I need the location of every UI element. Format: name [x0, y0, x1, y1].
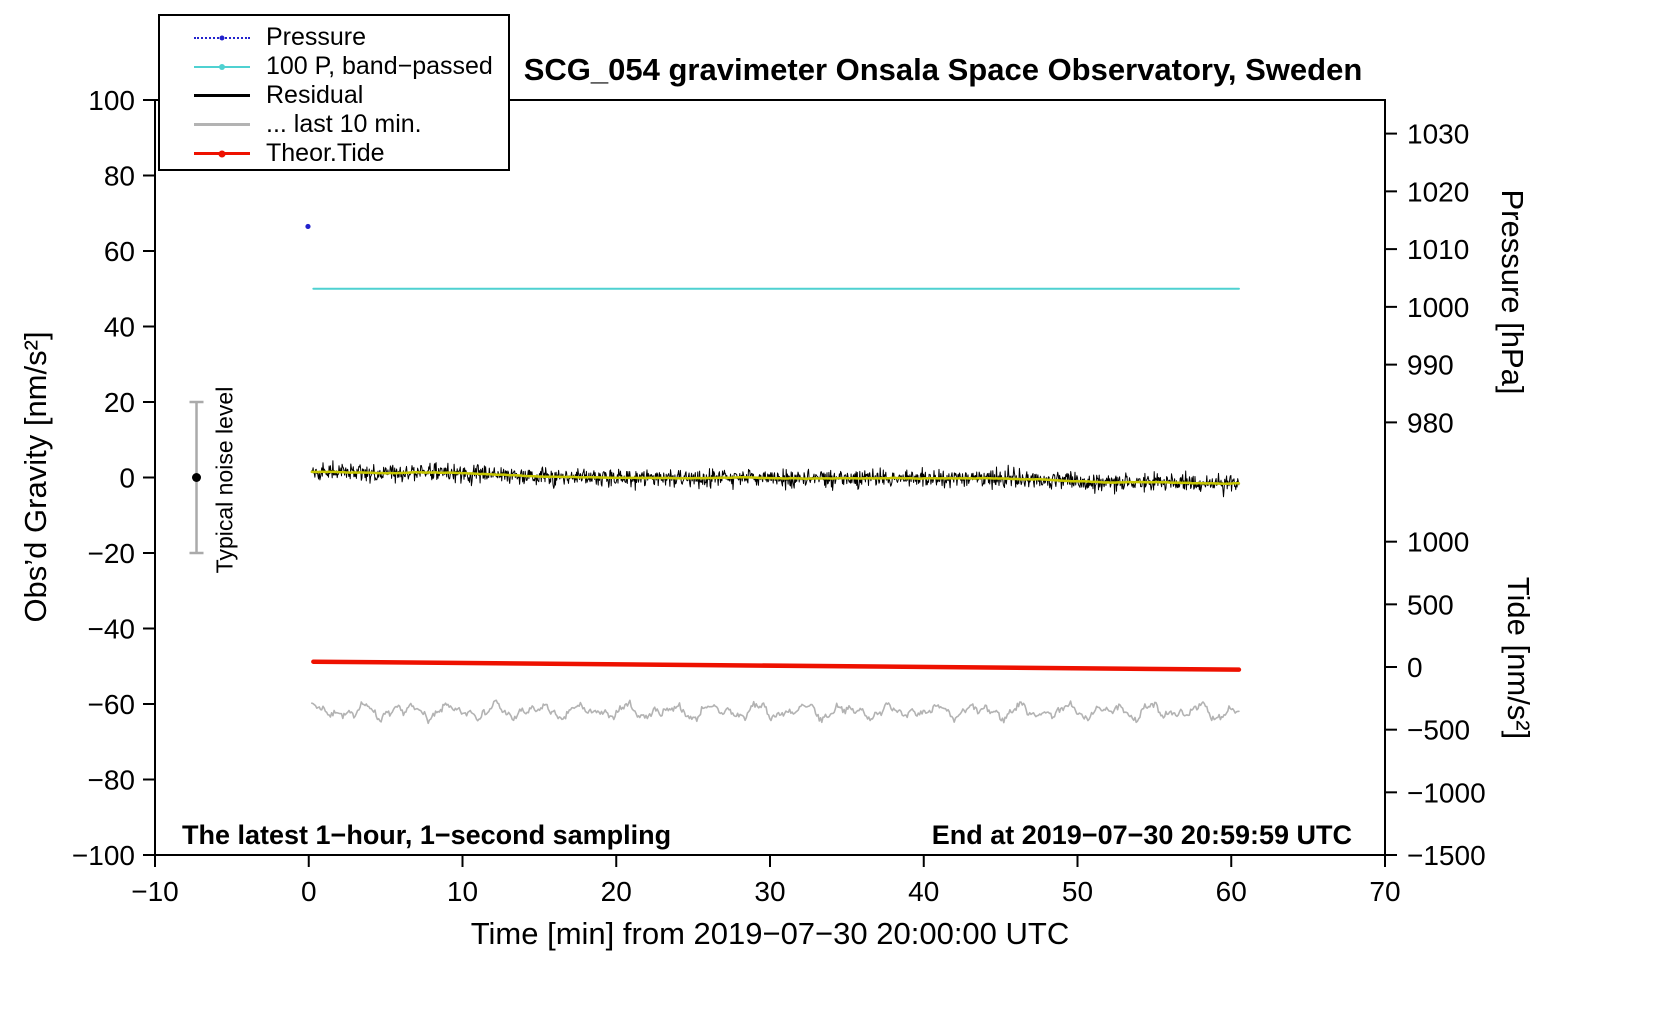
series-theor-tide [311, 659, 1242, 672]
time-tick-label: 30 [754, 876, 785, 907]
gravity-tick-label: 40 [104, 312, 135, 343]
gravity-tick-label: −20 [88, 538, 136, 569]
right-axis-tick-label: −500 [1407, 715, 1470, 746]
legend-label-theor-tide: Theor.Tide [266, 139, 385, 167]
series-pressure-point [305, 223, 311, 230]
gravity-tick-label: 60 [104, 236, 135, 267]
pressure-series-icon [194, 31, 250, 45]
page-title: SCG_054 gravimeter Onsala Space Observat… [523, 52, 1363, 87]
series-layer [305, 223, 1242, 725]
right-axis-tick-label: −1000 [1407, 777, 1486, 808]
bandpassed-series-icon [194, 60, 250, 74]
legend-label-last10: ... last 10 min. [266, 110, 422, 138]
x-axis-label: Time [min] from 2019−07−30 20:00:00 UTC [470, 916, 1070, 951]
time-tick-label: 40 [908, 876, 939, 907]
gravity-axis-label: Obs’d Gravity [nm/s²] [18, 331, 53, 623]
right-axis-tick-label: −1500 [1407, 840, 1486, 871]
sampling-note: The latest 1−hour, 1−second sampling [182, 820, 672, 850]
time-tick-label: 20 [601, 876, 632, 907]
right-axis-tick-label: 1010 [1407, 234, 1469, 265]
gravity-tick-label: −60 [88, 689, 136, 720]
right-axis-tick-label: 1030 [1407, 119, 1469, 150]
gravity-tick-label: 80 [104, 161, 135, 192]
legend-item-pressure: Pressure [194, 23, 508, 52]
right-axis-tick-label: 0 [1407, 652, 1423, 683]
series-residual [311, 460, 1240, 498]
right-axis-tick-label: 1000 [1407, 527, 1469, 558]
gravity-tick-label: −40 [88, 614, 136, 645]
time-tick-label: 70 [1369, 876, 1400, 907]
right-axis-tick-label: 500 [1407, 589, 1454, 620]
legend-label-pressure: Pressure [266, 23, 367, 51]
noise-level-label: Typical noise level [211, 386, 238, 574]
gravity-tick-label: 0 [119, 463, 135, 494]
legend-item-bandpassed: 100 P, band−passed [194, 52, 508, 81]
end-time-note: End at 2019−07−30 20:59:59 UTC [931, 820, 1352, 850]
gravity-tick-label: −80 [88, 765, 136, 796]
time-tick-label: 0 [301, 876, 317, 907]
residual-series-icon [194, 89, 250, 103]
time-tick-label: 50 [1062, 876, 1093, 907]
tide-axis-label: Tide [nm/s²] [1501, 576, 1536, 740]
time-tick-label: 60 [1216, 876, 1247, 907]
legend: Pressure 100 P, band−passed Residual ...… [158, 14, 510, 171]
legend-item-residual: Residual [194, 81, 508, 110]
right-axis-tick-label: 990 [1407, 350, 1454, 381]
right-axis-tick-label: 1000 [1407, 292, 1469, 323]
gravity-tick-label: −100 [72, 840, 135, 871]
pressure-axis-label: Pressure [hPa] [1495, 189, 1530, 395]
theor-tide-series-icon [194, 147, 250, 161]
legend-item-last10: ... last 10 min. [194, 110, 508, 139]
gravity-tick-label: 100 [88, 85, 135, 116]
time-tick-label: 10 [447, 876, 478, 907]
legend-item-theor-tide: Theor.Tide [194, 139, 508, 168]
legend-label-residual: Residual [266, 81, 364, 109]
series-residual-last10 [310, 699, 1240, 725]
time-tick-label: −10 [131, 876, 179, 907]
last10-series-icon [194, 118, 250, 132]
legend-label-bandpassed: 100 P, band−passed [266, 52, 493, 80]
right-axis-tick-label: 980 [1407, 407, 1454, 438]
series-residual-smoothed [310, 470, 1241, 486]
noise-bar-dot [192, 473, 202, 482]
right-axis-tick-label: 1020 [1407, 176, 1469, 207]
gravity-tick-label: 20 [104, 387, 135, 418]
